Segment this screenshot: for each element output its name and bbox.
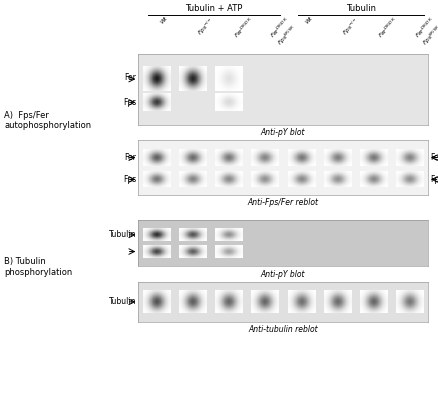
Text: Fps: Fps (123, 175, 136, 184)
Text: Anti-tubulin reblot: Anti-tubulin reblot (248, 325, 317, 334)
Text: Fps: Fps (429, 175, 438, 184)
Text: Tubulin: Tubulin (346, 4, 375, 13)
Text: Fer$^{DR/DR}$: Fer$^{DR/DR}$ (231, 16, 254, 40)
Text: Tubulin: Tubulin (108, 297, 136, 306)
Text: Fps$^{-/-}$: Fps$^{-/-}$ (339, 16, 361, 38)
Text: Fer$^{DR/DR}$
Fps$^{KR/KR}$: Fer$^{DR/DR}$ Fps$^{KR/KR}$ (412, 16, 438, 48)
Text: B) Tubulin
phosphorylation: B) Tubulin phosphorylation (4, 257, 72, 277)
Text: Fer$^{DR/DR}$: Fer$^{DR/DR}$ (376, 16, 399, 40)
Text: Fer: Fer (124, 153, 136, 162)
Text: Tubulin: Tubulin (108, 231, 136, 239)
Text: A)  Fps/Fer
autophosphorylation: A) Fps/Fer autophosphorylation (4, 111, 91, 130)
Text: Wt: Wt (304, 16, 313, 25)
Text: Anti-pY blot: Anti-pY blot (260, 270, 305, 278)
Text: Fps$^{-/-}$: Fps$^{-/-}$ (195, 16, 217, 38)
Text: Fer$^{DR/DR}$
Fps$^{KR/KR}$: Fer$^{DR/DR}$ Fps$^{KR/KR}$ (267, 16, 299, 48)
Text: Anti-Fps/Fer reblot: Anti-Fps/Fer reblot (247, 198, 318, 207)
Text: Fps: Fps (123, 98, 136, 107)
Text: Fer: Fer (124, 73, 136, 81)
Text: Wt: Wt (159, 16, 168, 25)
Text: Tubulin + ATP: Tubulin + ATP (184, 4, 242, 13)
Text: Anti-pY blot: Anti-pY blot (260, 128, 305, 137)
Text: Fer: Fer (429, 153, 438, 162)
